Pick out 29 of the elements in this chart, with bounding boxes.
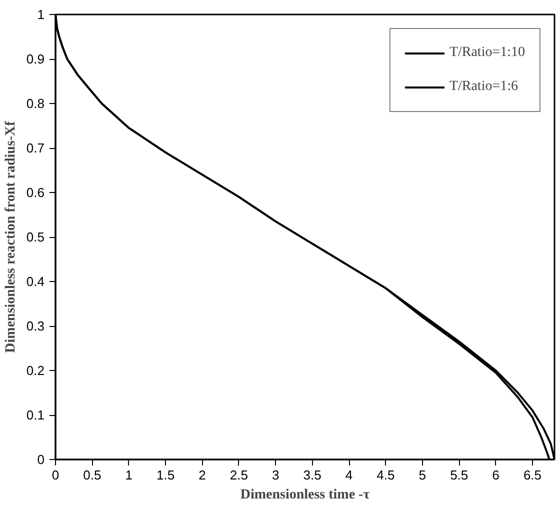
y-tick-label: 0 bbox=[37, 452, 45, 467]
y-tick-label: 0.7 bbox=[26, 140, 45, 156]
x-tick-label: 2 bbox=[198, 468, 206, 482]
y-tick-label: 0.8 bbox=[26, 96, 45, 111]
x-tick-label: 5.5 bbox=[450, 468, 468, 482]
y-tick-label: 0.3 bbox=[26, 318, 45, 334]
x-tick-label: 0.5 bbox=[83, 468, 102, 482]
y-tick-label: 0.4 bbox=[26, 274, 45, 289]
x-tick-label: 4 bbox=[345, 468, 353, 482]
x-tick-label: 6 bbox=[492, 468, 500, 482]
y-tick-label: 0.5 bbox=[26, 230, 45, 244]
legend-label: T/Ratio=1:10 bbox=[449, 45, 525, 61]
legend-label: T/Ratio=1:6 bbox=[449, 79, 518, 95]
y-tick-label: 1 bbox=[37, 7, 45, 22]
x-tick-label: 4.5 bbox=[376, 468, 395, 482]
x-axis-title: Dimensionless time -τ bbox=[240, 488, 370, 502]
x-tick-label: 2.5 bbox=[230, 468, 248, 482]
x-tick-label: 1.5 bbox=[156, 468, 175, 482]
x-tick-label: 6.5 bbox=[523, 468, 542, 482]
y-tick-label: 0.1 bbox=[26, 408, 45, 422]
x-tick-label: 3.5 bbox=[303, 468, 322, 482]
y-tick-label: 0.9 bbox=[26, 52, 45, 66]
y-tick-label: 0.6 bbox=[26, 185, 45, 200]
y-tick-label: 0.2 bbox=[26, 363, 45, 378]
x-tick-label: 5 bbox=[418, 468, 426, 482]
x-tick-label: 0 bbox=[52, 468, 60, 482]
y-axis-title: Dimensionless reaction front radius-Xf bbox=[3, 120, 18, 353]
x-tick-label: 1 bbox=[125, 468, 132, 482]
x-tick-label: 3 bbox=[272, 468, 280, 482]
